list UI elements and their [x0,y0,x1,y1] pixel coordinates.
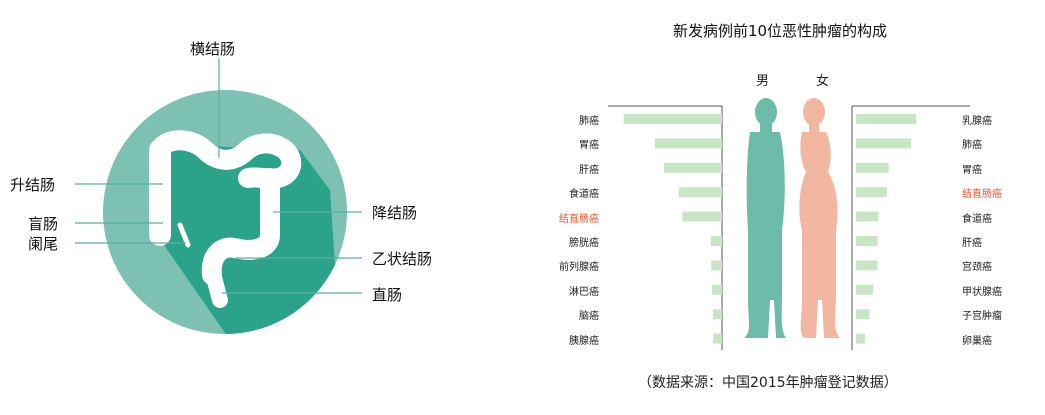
label-ascending-colon: 升结肠 [10,176,56,194]
bar-female-2 [856,162,889,173]
colon-anatomy-diagram: 横结肠 升结肠 盲肠 阑尾 降结肠 乙状结肠 直肠 [0,0,520,411]
chart-canvas [608,98,970,350]
colon-illustration [75,58,362,334]
male-category-label: 膀胱癌 [569,238,599,249]
label-descending-colon: 降结肠 [372,204,418,222]
male-category-label: 肝癌 [579,164,599,176]
bar-female-7 [856,284,874,295]
bar-male-4 [682,211,722,222]
bar-female-0 [856,114,916,124]
label-rectum: 直肠 [372,286,403,304]
bar-female-1 [856,138,912,149]
bar-male-3 [678,187,722,198]
female-category-label: 肝癌 [962,238,982,249]
label-sigmoid-colon: 乙状结肠 [372,250,433,268]
female-category-label: 食道癌 [962,213,992,225]
cancer-incidence-chart: 新发病例前10位恶性肿瘤的构成 男 女 肺癌 胃癌 肝癌 食道癌 [540,0,1045,411]
bar-male-7 [712,284,722,295]
bar-male-0 [623,114,722,124]
female-category-label: 子宫肿瘤 [962,311,1002,323]
bar-male-9 [713,333,722,344]
bar-female-8 [856,309,870,320]
bar-male-6 [711,260,722,271]
chart-title: 新发病例前10位恶性肿瘤的构成 [672,22,888,40]
label-cecum: 盲肠 [28,215,59,233]
female-series-label: 女 [816,74,830,89]
source-note: （数据来源：中国2015年肿瘤登记数据） [638,375,898,391]
female-category-label: 乳腺癌 [962,116,992,127]
female-category-label: 胃癌 [962,164,982,176]
male-category-label: 食道癌 [569,189,599,201]
female-category-label: 甲状腺癌 [962,286,1002,298]
male-category-label: 前列腺癌 [559,262,599,274]
bar-male-2 [664,162,722,173]
label-transverse-colon: 横结肠 [190,40,236,58]
bar-male-5 [710,236,722,246]
bar-male-1 [654,138,722,149]
male-category-label: 胃癌 [579,140,599,152]
bar-male-8 [712,309,722,320]
bar-female-4 [856,211,879,222]
male-series-label: 男 [756,74,770,89]
label-appendix: 阑尾 [28,235,59,253]
female-category-label: 肺癌 [962,140,982,152]
female-silhouette [799,98,840,338]
female-bars [856,114,916,344]
female-category-label: 宫颈癌 [962,262,992,274]
male-bars [623,114,722,344]
leader-lines [75,58,362,294]
male-silhouette [744,98,786,338]
bar-female-9 [856,333,866,344]
male-category-label: 胰腺癌 [569,335,599,347]
female-category-label: 卵巢癌 [962,335,992,347]
male-category-label: 肺癌 [579,116,599,127]
colon-shape [149,130,302,308]
male-category-label: 结直肠癌 [559,213,599,225]
female-category-label: 结直肠癌 [962,189,1002,201]
bar-female-6 [856,260,878,271]
male-category-label: 淋巴癌 [569,286,599,298]
male-category-label: 脑癌 [579,311,599,323]
bar-female-3 [856,187,887,198]
bar-female-5 [856,236,878,246]
